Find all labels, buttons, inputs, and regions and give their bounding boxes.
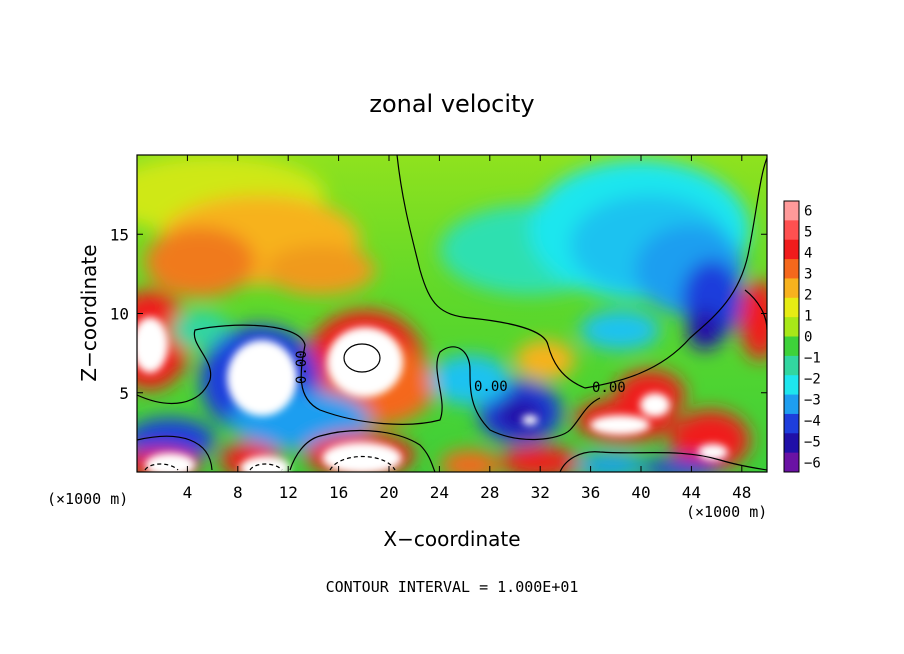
x-axis-label: X−coordinate [383, 527, 520, 551]
x-tick-label: 28 [480, 483, 499, 502]
colorbar-swatch [784, 239, 799, 260]
colorbar-swatch [784, 375, 799, 396]
colorbar-swatch [784, 433, 799, 454]
colorbar-swatch [784, 297, 799, 318]
colorbar-label: −6 [804, 455, 821, 471]
y-tick-label: 10 [110, 305, 129, 324]
heatmap-field: 0.00 0.00 0.00 [137, 155, 767, 472]
y-tick-label: 15 [110, 225, 129, 244]
y-axis-label: Z−coordinate [77, 244, 101, 381]
colorbar-swatch [784, 278, 799, 299]
y-axis: 5 10 15 [110, 225, 767, 403]
x-axis: 4 8 12 16 20 24 28 32 36 40 44 48 [183, 155, 751, 502]
colorbar-label: 3 [804, 267, 812, 283]
colorbar-label: 2 [804, 288, 812, 304]
colorbar: 6 5 4 3 2 1 0 −1 −2 −3 −4 −5 −6 [783, 200, 821, 473]
x-tick-label: 20 [379, 483, 398, 502]
x-tick-label: 36 [581, 483, 600, 502]
colorbar-label: −3 [804, 392, 821, 408]
colorbar-label: 5 [804, 225, 812, 241]
colorbar-label: −2 [804, 371, 821, 387]
colorbar-swatch [784, 220, 799, 241]
contour-interval-note: CONTOUR INTERVAL = 1.000E+01 [326, 578, 579, 596]
colorbar-label: −5 [804, 434, 821, 450]
contour-label: 0.00 [294, 350, 310, 384]
y-tick-label: 5 [119, 384, 129, 403]
colorbar-swatch [784, 452, 799, 473]
contour-label: 0.00 [592, 380, 626, 396]
x-tick-label: 12 [279, 483, 298, 502]
x-tick-label: 4 [183, 483, 193, 502]
colorbar-swatch [784, 413, 799, 434]
colorbar-swatch [784, 336, 799, 357]
colorbar-frame [783, 200, 800, 473]
x-unit-right: (×1000 m) [686, 503, 767, 521]
colorbar-swatch [784, 317, 799, 337]
colorbar-label: −4 [804, 413, 821, 429]
colorbar-label: 4 [804, 246, 812, 262]
x-tick-label: 48 [732, 483, 751, 502]
contour-label: 0.00 [474, 379, 508, 395]
x-unit-left: (×1000 m) [47, 490, 128, 508]
x-tick-label: 16 [329, 483, 348, 502]
colorbar-swatch [784, 259, 799, 279]
x-tick-label: 40 [631, 483, 650, 502]
x-tick-label: 32 [531, 483, 550, 502]
chart-title: zonal velocity [369, 90, 534, 118]
colorbar-swatch [784, 201, 799, 221]
x-tick-label: 8 [233, 483, 243, 502]
colorbar-label: 6 [804, 204, 812, 220]
colorbar-label: 0 [804, 330, 812, 346]
colorbar-label: −1 [804, 350, 821, 366]
colorbar-swatch [784, 394, 799, 415]
colorbar-swatch [784, 355, 799, 376]
x-tick-label: 44 [682, 483, 701, 502]
colorbar-label: 1 [804, 309, 812, 325]
x-tick-label: 24 [430, 483, 449, 502]
